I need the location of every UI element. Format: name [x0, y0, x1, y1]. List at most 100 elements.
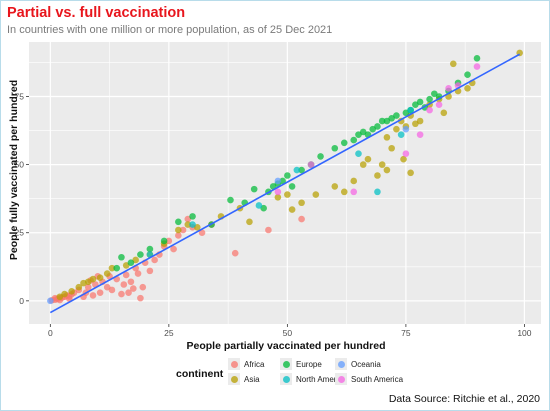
legend-item-south-america: South America — [335, 373, 403, 385]
legend-label: Africa — [244, 359, 265, 369]
data-point-africa — [89, 292, 97, 299]
data-point-asia — [274, 194, 282, 201]
data-point-asia — [103, 270, 111, 277]
data-point-asia — [184, 221, 192, 228]
trend-line — [49, 53, 521, 314]
data-point-europe — [137, 251, 144, 258]
data-point-africa — [175, 232, 182, 239]
data-point-asia — [89, 275, 97, 283]
data-point-asia — [374, 172, 381, 179]
data-point-africa — [198, 229, 206, 237]
grid-lines — [29, 42, 541, 324]
data-point-south-america — [307, 161, 315, 168]
legend-swatch — [335, 358, 347, 370]
data-point-north-america — [374, 188, 381, 196]
data-point-asia — [364, 155, 372, 163]
data-point-north-america — [293, 166, 301, 174]
data-point-africa — [127, 278, 135, 286]
legend-dot — [337, 360, 345, 368]
data-point-africa — [122, 271, 130, 279]
data-point-africa — [146, 267, 154, 275]
data-point-europe — [426, 95, 433, 103]
legend-swatch — [280, 358, 292, 370]
y-tick-label: 75 — [15, 91, 25, 101]
data-point-europe — [160, 237, 168, 245]
legend-label: Europe — [296, 359, 322, 369]
y-tick-label: 50 — [15, 160, 25, 170]
data-point-africa — [120, 281, 128, 288]
legend-item-africa: Africa — [228, 358, 264, 370]
data-point-europe — [350, 136, 358, 144]
chart-title: Partial vs. full vaccination — [7, 5, 186, 21]
legend-label: Oceania — [351, 359, 381, 369]
data-point-asia — [449, 60, 457, 68]
data-point-europe — [331, 144, 339, 152]
data-point-asia — [464, 85, 471, 92]
data-point-asia — [75, 283, 83, 291]
data-point-asia — [416, 117, 424, 125]
axis-ticks: 0 25 50 75 100 0 25 50 75 — [15, 91, 532, 338]
x-tick-label: 25 — [164, 328, 174, 338]
y-tick-label: 25 — [15, 228, 25, 238]
legend-dot — [282, 375, 290, 383]
data-point-south-america — [416, 131, 424, 138]
data-point-africa — [265, 226, 272, 234]
data-point-asia — [400, 155, 407, 163]
data-point-europe — [298, 166, 305, 174]
data-point-africa — [125, 289, 132, 296]
data-point-africa — [134, 270, 142, 277]
data-point-asia — [383, 166, 391, 174]
data-point-europe — [279, 177, 286, 185]
data-source-note: Data Source: Ritchie et al., 2020 — [388, 393, 540, 405]
data-point-europe — [393, 112, 400, 119]
legend-item-north-america: North America — [280, 373, 347, 385]
data-point-europe — [374, 123, 381, 130]
data-point-south-america — [473, 63, 481, 70]
data-point-africa — [118, 290, 125, 298]
data-point-asia — [340, 188, 348, 196]
data-point-europe — [146, 245, 154, 253]
data-point-africa — [139, 283, 147, 291]
legend-dot — [337, 375, 345, 383]
data-point-oceania — [47, 297, 54, 305]
data-point-south-america — [426, 106, 433, 114]
legend-dot — [230, 375, 238, 383]
x-tick-label: 100 — [517, 328, 531, 338]
data-point-europe — [378, 117, 386, 125]
legend-swatch — [280, 373, 292, 385]
data-point-oceania — [402, 125, 410, 133]
data-point-africa — [129, 285, 137, 292]
legend-item-asia: Asia — [228, 373, 260, 385]
data-point-asia — [96, 274, 104, 281]
data-point-asia — [378, 161, 386, 168]
data-point-south-america — [402, 150, 410, 158]
data-point-europe — [464, 71, 471, 78]
data-point-asia — [68, 288, 75, 295]
legend-label: Asia — [244, 374, 260, 384]
data-point-africa — [137, 294, 144, 302]
legend-item-europe: Europe — [280, 358, 322, 370]
data-point-asia — [383, 134, 391, 141]
data-point-europe — [250, 185, 258, 193]
data-point-africa — [231, 249, 239, 257]
data-point-asia — [246, 218, 253, 226]
data-point-north-america — [255, 202, 263, 209]
legend-title: continent — [176, 368, 224, 380]
data-point-africa — [96, 289, 104, 296]
data-point-europe — [473, 55, 481, 62]
data-point-asia — [407, 169, 414, 177]
x-tick-label: 75 — [401, 328, 411, 338]
data-point-asia — [298, 199, 305, 207]
data-point-africa — [108, 286, 116, 294]
data-point-asia — [288, 206, 296, 213]
data-point-asia — [388, 144, 395, 152]
data-point-south-america — [274, 188, 282, 196]
data-point-europe — [227, 196, 234, 204]
data-point-asia — [359, 161, 367, 168]
data-point-north-america — [355, 150, 362, 158]
data-point-europe — [118, 253, 125, 261]
data-point-asia — [440, 109, 448, 117]
data-point-africa — [151, 256, 158, 264]
data-point-europe — [113, 264, 121, 272]
